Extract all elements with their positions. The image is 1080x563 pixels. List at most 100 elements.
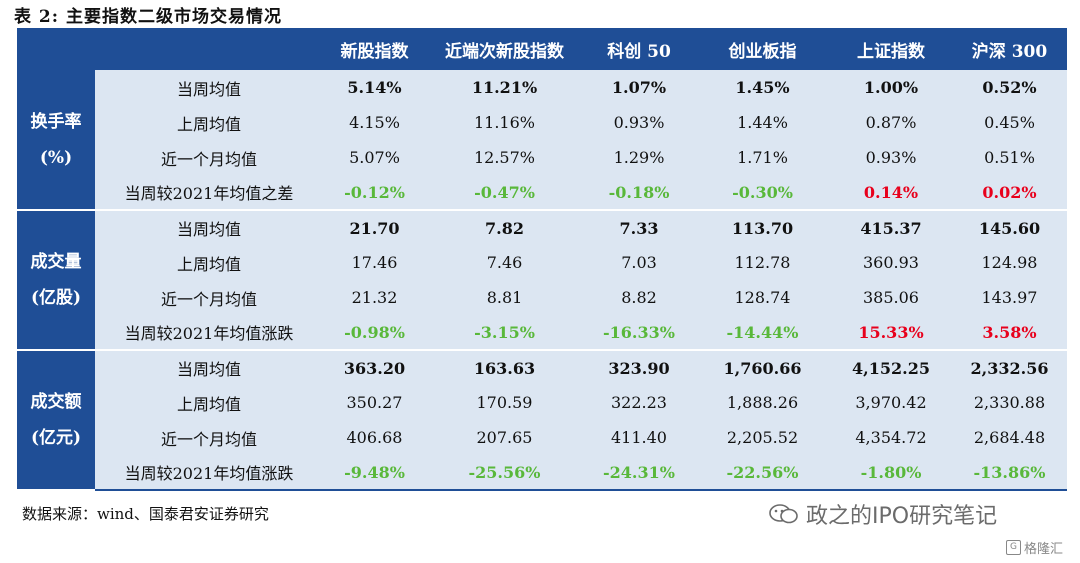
cell-value: 360.93 [863, 253, 919, 272]
cell-value: 11.16% [473, 113, 535, 132]
cell-value: 124.98 [981, 253, 1038, 272]
cell-value: -0.47% [426, 175, 583, 211]
group-label-name: 成交额 [30, 392, 82, 412]
cell-value: 323.90 [608, 358, 670, 378]
cell-value: 0.93% [613, 113, 665, 132]
cell-value: 207.65 [476, 428, 533, 447]
cell-value: -0.12% [323, 175, 426, 211]
cell-value: 0.14% [830, 175, 952, 211]
cell-value: -3.15% [426, 315, 583, 351]
cell-value: -16.33% [583, 315, 695, 351]
cell-value: 1,888.26 [726, 393, 799, 412]
cell-value: 0.87% [865, 113, 917, 132]
cell-value: 385.06 [863, 288, 919, 307]
cell-value: 5.14% [347, 78, 402, 97]
market-table: 新股指数 近端次新股指数 科创 50 创业板指 上证指数 沪深 300 换手率 (… [17, 28, 1067, 491]
group-label: 换手率 (%) [17, 70, 95, 211]
cell-value: -22.56% [695, 455, 830, 491]
table-row: 近一个月均值 21.32 8.81 8.82 128.74 385.06 143.97 [17, 280, 1067, 315]
cell-value: 411.40 [611, 428, 667, 447]
site-logo: G 格隆汇 [1006, 538, 1063, 557]
cell-value: 5.07% [349, 148, 400, 167]
group-label-unit: (亿股) [30, 288, 82, 308]
table-row: 换手率 (%) 当周均值 5.14% 11.21% 1.07% 1.45% 1.00% 0.52… [17, 70, 1067, 211]
cell-value: 1.45% [735, 78, 790, 97]
table-row: 当周较2021年均值涨跌 -0.98% -3.15% -16.33% -14.44% 15… [17, 315, 1067, 351]
cell-value: 8.82 [621, 288, 657, 307]
cell-value: -24.31% [583, 455, 695, 491]
table-row: 成交额 (亿元) 当周均值 363.20 163.63 323.90 1,760.66 4,1… [17, 350, 1067, 491]
table-row: 当周较2021年均值之差 -0.12% -0.47% -0.18% -0.30% 0.14… [17, 175, 1067, 211]
data-source-note: 数据来源：wind、国泰君安证券研究 [22, 505, 269, 523]
row-label: 当周均值 [176, 360, 241, 379]
watermark-text: 政之的IPO研究笔记 [806, 504, 998, 529]
header-blank [17, 28, 95, 70]
cell-value: 0.45% [984, 113, 1035, 132]
cell-value: -9.48% [323, 455, 426, 491]
cell-value: 2,684.48 [973, 428, 1046, 447]
row-label: 当周较2021年均值涨跌 [95, 455, 323, 491]
cell-value: 170.59 [476, 393, 533, 412]
cell-value: 112.78 [734, 253, 791, 272]
row-label: 近一个月均值 [160, 289, 257, 309]
cell-value: 0.02% [952, 175, 1067, 211]
table-row: 上周均值 4.15% 11.16% 0.93% 1.44% 0.87% 0.45% [17, 105, 1067, 140]
cell-value: -0.30% [695, 175, 830, 211]
group-label-name: 换手率 [30, 111, 82, 132]
cell-value: 4.15% [349, 113, 400, 132]
row-label: 近一个月均值 [160, 149, 257, 169]
cell-value: 415.37 [860, 218, 922, 238]
cell-value: 21.70 [349, 218, 400, 238]
cell-value: -13.86% [952, 455, 1067, 491]
cell-value: 322.23 [611, 393, 667, 412]
header-row: 新股指数 近端次新股指数 科创 50 创业板指 上证指数 沪深 300 [17, 28, 1067, 70]
cell-value: 7.46 [486, 253, 523, 272]
cell-value: 1.07% [611, 78, 667, 97]
cell-value: 350.27 [346, 393, 403, 412]
cell-value: -0.98% [323, 315, 426, 351]
row-label: 当周均值 [176, 79, 241, 99]
cell-value: 2,330.88 [973, 393, 1046, 412]
cell-value: 4,152.25 [852, 358, 930, 378]
cell-value: 3.58% [952, 315, 1067, 351]
group-label: 成交额 (亿元) [17, 350, 95, 491]
row-label: 当周较2021年均值涨跌 [95, 315, 323, 351]
wechat-icon [768, 503, 800, 525]
row-label: 上周均值 [176, 114, 241, 134]
cell-value: 12.57% [473, 148, 535, 167]
cell-value: 113.70 [731, 218, 794, 238]
cell-value: 145.60 [978, 218, 1041, 238]
col-header: 科创 50 [607, 41, 671, 62]
cell-value: 2,205.52 [726, 428, 799, 447]
cell-value: 7.82 [485, 218, 524, 238]
cell-value: 163.63 [473, 358, 536, 378]
cell-value: 1.00% [863, 78, 919, 97]
row-label: 近一个月均值 [160, 429, 257, 449]
cell-value: 7.33 [619, 218, 659, 238]
group-label-unit: (%) [39, 147, 73, 168]
cell-value: 1.71% [737, 148, 788, 167]
cell-value: 128.74 [734, 288, 791, 307]
group-label-name: 成交量 [30, 252, 82, 272]
table-row: 近一个月均值 5.07% 12.57% 1.29% 1.71% 0.93% 0.51% [17, 140, 1067, 175]
cell-value: 143.97 [981, 288, 1038, 307]
cell-value: 1.29% [613, 148, 665, 167]
row-label: 当周均值 [176, 220, 241, 239]
table-row: 成交量 (亿股) 当周均值 21.70 7.82 7.33 113.70 415.37 145.… [17, 210, 1067, 351]
col-header: 创业板指 [728, 41, 797, 62]
table-title: 表 2: 主要指数二级市场交易情况 [14, 7, 282, 27]
cell-value: 3,970.42 [855, 393, 927, 412]
table-row: 上周均值 350.27 170.59 322.23 1,888.26 3,970.42 2,… [17, 385, 1067, 420]
cell-value: 21.32 [351, 288, 398, 307]
group-label-unit: (亿元) [30, 428, 82, 448]
col-header: 上证指数 [857, 41, 925, 62]
cell-value: -25.56% [426, 455, 583, 491]
cell-value: 1,760.66 [723, 358, 802, 378]
logo-text: 格隆汇 [1024, 542, 1064, 557]
table-row: 近一个月均值 406.68 207.65 411.40 2,205.52 4,354.72… [17, 420, 1067, 455]
cell-value: 0.93% [865, 148, 917, 167]
row-label: 上周均值 [176, 254, 241, 274]
table-row: 上周均值 17.46 7.46 7.03 112.78 360.93 124.98 [17, 245, 1067, 280]
cell-value: 7.03 [621, 253, 657, 272]
watermark: 政之的IPO研究笔记 [768, 498, 997, 530]
